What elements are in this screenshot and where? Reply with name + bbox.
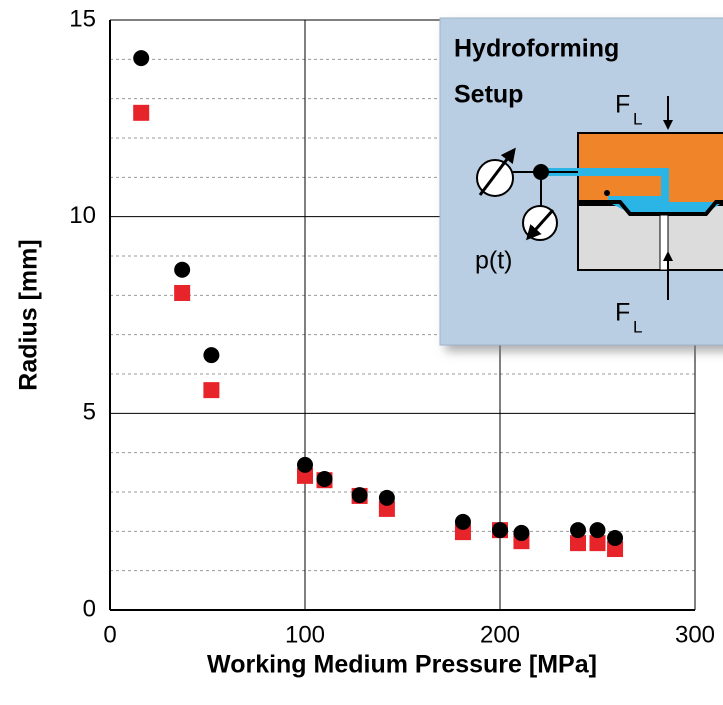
data-point <box>378 489 395 506</box>
junction <box>533 164 549 180</box>
data-point <box>316 471 333 488</box>
channel <box>541 168 669 204</box>
data-point <box>570 535 586 552</box>
gauge-arrow <box>526 209 555 241</box>
inset-title: Setup <box>454 81 523 109</box>
data-point <box>607 541 624 558</box>
slot <box>659 214 669 271</box>
force-subscript: L <box>633 109 642 128</box>
data-point <box>378 500 395 517</box>
data-point <box>297 467 313 484</box>
y-tick-label: 10 <box>69 202 96 229</box>
data-point <box>133 104 150 121</box>
y-tick-label: 0 <box>83 595 96 622</box>
inset-diagram: Hydroforming Setup p(t) F L F L <box>439 17 723 346</box>
x-tick-label: 100 <box>285 621 325 648</box>
y-axis-label: Radius [mm] <box>15 239 43 390</box>
inset-title: Hydroforming <box>454 35 619 63</box>
data-point <box>351 487 368 504</box>
data-point <box>133 50 150 67</box>
data-point <box>203 382 220 399</box>
data-point <box>174 261 191 278</box>
data-point <box>607 530 624 547</box>
fluid <box>608 202 723 212</box>
y-tick-label: 5 <box>83 399 96 426</box>
data-point <box>454 513 471 530</box>
dot <box>604 190 610 196</box>
x-axis-label: Working Medium Pressure [MPa] <box>207 651 597 679</box>
data-point <box>589 522 606 539</box>
data-point <box>570 522 586 539</box>
x-tick-label: 300 <box>675 621 715 648</box>
force-label: F <box>615 91 630 119</box>
pump-arrow <box>478 147 516 196</box>
x-tick-label: 0 <box>103 621 116 648</box>
data-point <box>174 284 191 301</box>
pressure-label: p(t) <box>475 247 513 275</box>
sheet <box>578 200 723 216</box>
data-point <box>492 522 508 539</box>
y-tick-label: 15 <box>69 5 96 32</box>
data-point <box>203 347 220 364</box>
data-point <box>589 535 606 552</box>
force-subscript: L <box>633 317 642 336</box>
force-label: F <box>615 299 630 327</box>
data-point <box>297 456 313 473</box>
x-tick-label: 200 <box>480 621 520 648</box>
data-point <box>513 524 530 541</box>
